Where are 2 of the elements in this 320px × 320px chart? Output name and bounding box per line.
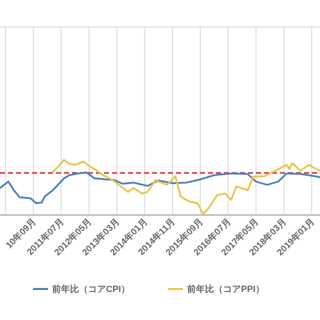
legend-label: 前年比（コアPPI）: [186, 284, 265, 294]
legend-label: 前年比（コアCPI）: [51, 284, 130, 294]
